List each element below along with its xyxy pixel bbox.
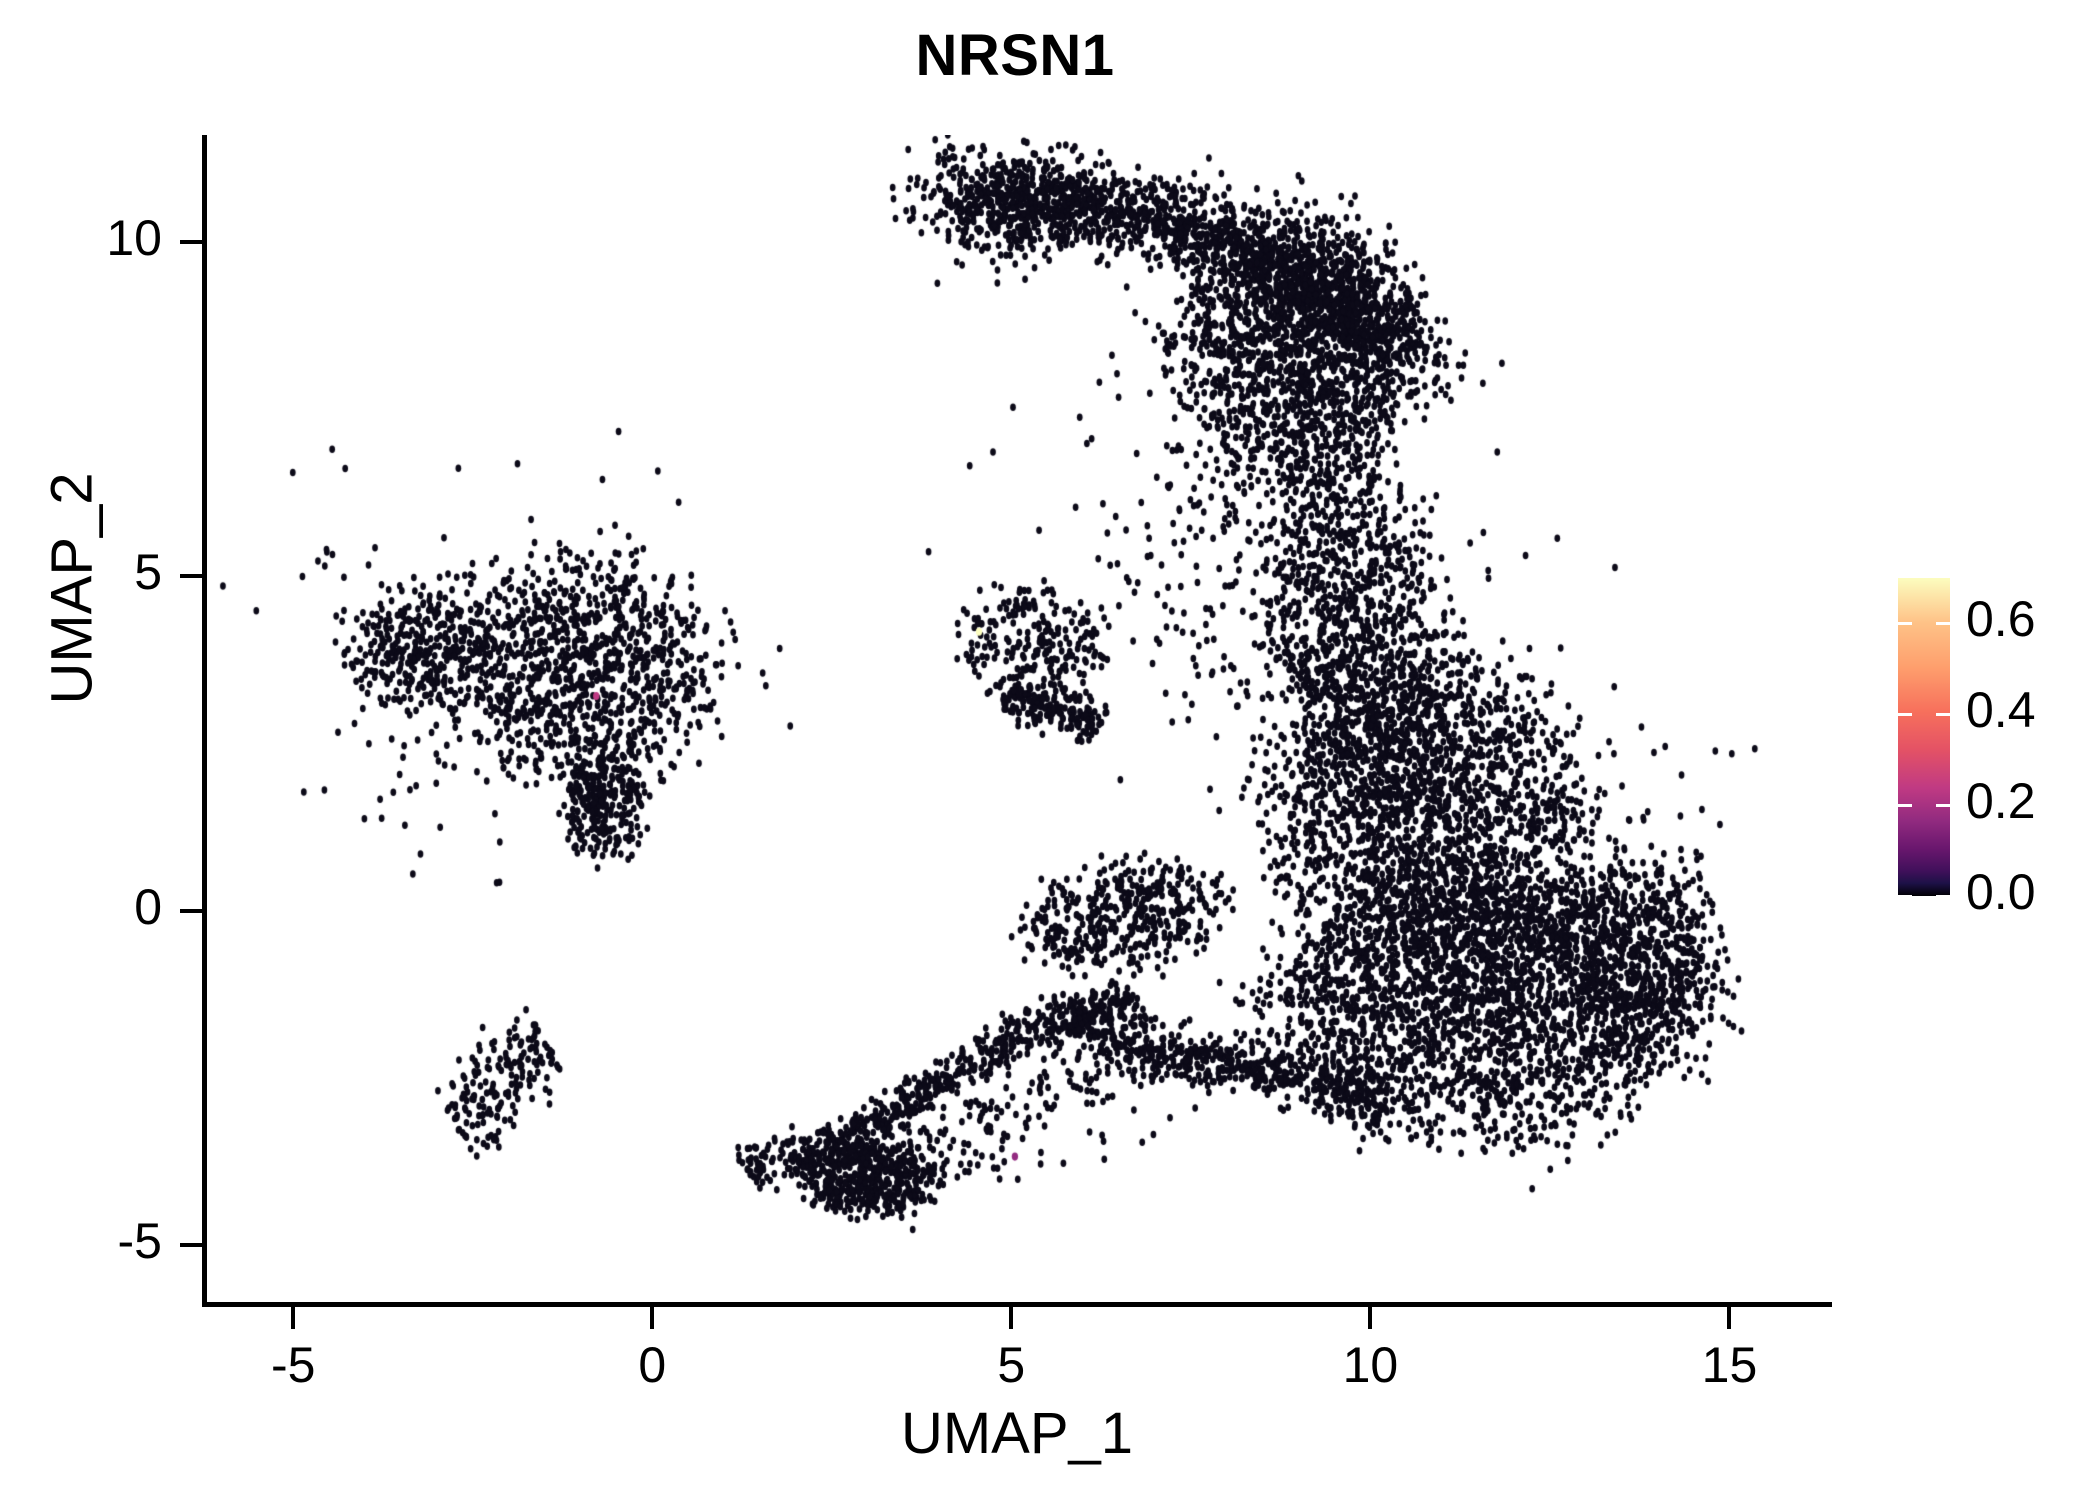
colorbar-tick-mark [1936, 803, 1950, 807]
x-tick-mark [291, 1307, 296, 1329]
colorbar-tick-label: 0.0 [1966, 864, 2036, 920]
x-tick-mark [650, 1307, 655, 1329]
colorbar-tick-label: 0.4 [1966, 682, 2036, 739]
colorbar-tick-mark [1936, 894, 1950, 898]
colorbar-tick-mark [1898, 621, 1912, 625]
x-tick-label: 0 [638, 1337, 667, 1393]
colorbar-tick-mark [1898, 803, 1912, 807]
y-tick-mark [180, 908, 202, 913]
x-tick-mark [1727, 1307, 1732, 1329]
colorbar-tick-mark [1936, 712, 1950, 716]
x-tick-label: 15 [1701, 1337, 1758, 1393]
colorbar-tick-label: 0.6 [1966, 591, 2036, 648]
x-tick-mark [1009, 1307, 1014, 1329]
y-tick-mark [180, 574, 202, 579]
x-tick-label: 10 [1342, 1337, 1399, 1393]
x-tick-mark [1368, 1307, 1373, 1329]
scatter-plot-canvas [207, 135, 1830, 1305]
y-tick-label: -5 [117, 1212, 162, 1269]
colorbar-tick-mark [1898, 712, 1912, 716]
y-tick-label: 0 [134, 878, 162, 935]
x-tick-label: 5 [997, 1337, 1026, 1393]
plot-panel [207, 135, 1830, 1305]
page-title: NRSN1 [915, 23, 1115, 88]
colorbar-gradient [1898, 578, 1950, 896]
colorbar-tick-label: 0.2 [1966, 773, 2036, 830]
y-tick-label: 10 [106, 209, 162, 266]
x-tick-label: -5 [270, 1337, 316, 1393]
y-tick-mark [180, 1242, 202, 1247]
colorbar-tick-mark [1936, 621, 1950, 625]
colorbar-legend: 0.6 0.4 0.2 0.0 [1898, 578, 2088, 920]
colorbar-tick-mark [1898, 894, 1912, 898]
y-tick-mark [180, 239, 202, 244]
y-axis-line [202, 135, 207, 1307]
x-axis-line [202, 1302, 1832, 1307]
x-axis-title: UMAP_1 [900, 1401, 1134, 1466]
y-axis-title: UMAP_2 [39, 472, 105, 705]
y-tick-label: 5 [134, 544, 162, 601]
